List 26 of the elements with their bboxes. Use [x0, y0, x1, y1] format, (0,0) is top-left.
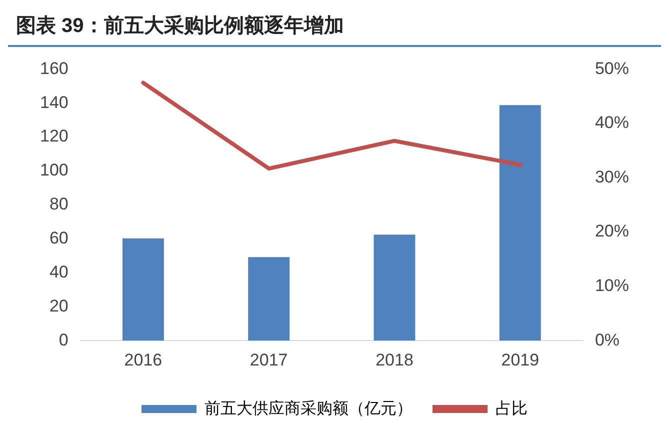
y-tick-label: 60 — [49, 228, 68, 248]
bar — [499, 105, 541, 341]
y-tick-label: 120 — [40, 126, 68, 146]
x-tick-label: 2018 — [376, 350, 414, 370]
y2-tick-label: 30% — [594, 167, 630, 186]
bar — [248, 257, 290, 341]
y-tick-label: 40 — [49, 262, 68, 282]
y-tick-label: 100 — [40, 160, 68, 180]
y-tick-label: 160 — [40, 58, 68, 78]
y-tick-label: 0 — [58, 330, 68, 350]
y2-tick-label: 10% — [594, 276, 630, 296]
y-tick-label: 140 — [40, 92, 68, 112]
x-tick-label: 2016 — [124, 350, 162, 370]
x-tick-label: 2017 — [250, 350, 288, 370]
legend-label: 占比 — [496, 399, 528, 418]
y2-tick-label: 50% — [594, 58, 630, 78]
bar — [374, 234, 416, 341]
chart-title: 图表 39：前五大采购比例额逐年增加 — [8, 8, 661, 47]
x-tick-label: 2019 — [501, 350, 540, 370]
y-tick-label: 20 — [49, 296, 68, 316]
y2-tick-label: 0% — [594, 330, 620, 350]
y2-tick-label: 40% — [594, 113, 630, 132]
legend-label: 前五大供应商采购额（亿元） — [204, 399, 412, 418]
bar — [122, 238, 164, 341]
y-tick-label: 80 — [49, 194, 68, 214]
y2-tick-label: 20% — [594, 222, 630, 241]
